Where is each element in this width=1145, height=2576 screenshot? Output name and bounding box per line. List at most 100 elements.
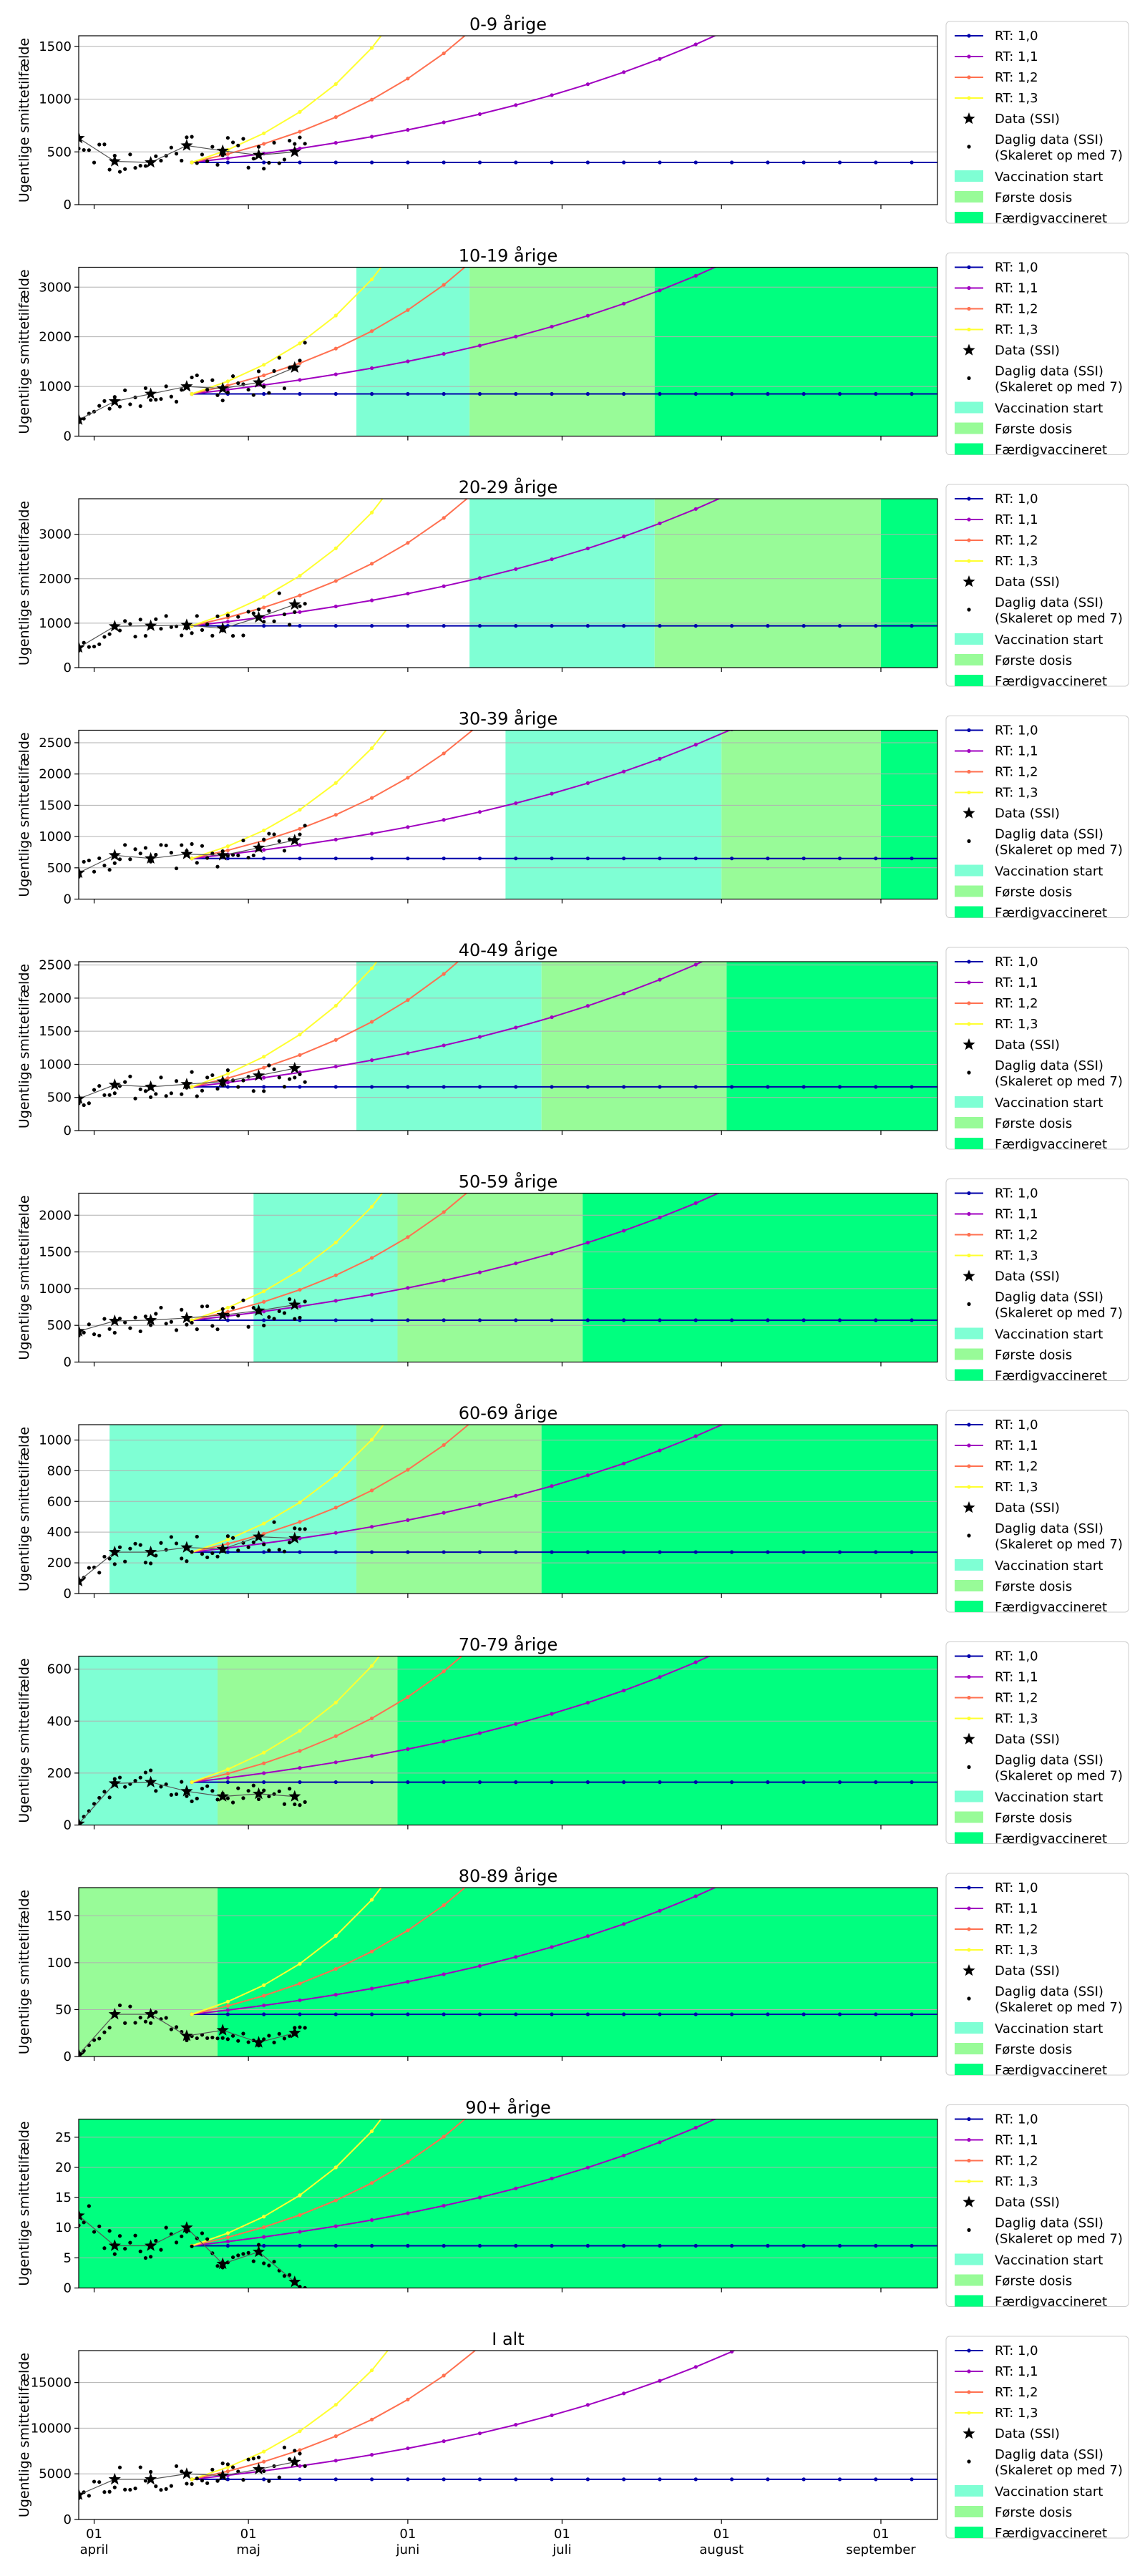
daily-point xyxy=(185,2038,189,2043)
daily-point xyxy=(241,633,245,638)
legend-frame xyxy=(945,1641,1129,1844)
rt-marker xyxy=(190,857,194,861)
legend-frame xyxy=(945,21,1129,224)
rt-marker xyxy=(369,2243,374,2248)
daily-point xyxy=(262,1089,266,1093)
daily-point xyxy=(241,1298,245,1302)
daily-point xyxy=(251,1783,255,1787)
daily-point xyxy=(159,1305,163,1310)
rt-line-11 xyxy=(191,267,717,395)
legend-label: Daglig data (SSI) xyxy=(995,2216,1103,2231)
legend-label: Første dosis xyxy=(995,1348,1072,1363)
daily-point xyxy=(87,1809,91,1813)
legend-label: Daglig data (SSI) xyxy=(995,595,1103,610)
weekly-data-star xyxy=(79,2488,85,2500)
daily-point xyxy=(236,381,240,386)
legend-label: RT: 1,3 xyxy=(995,1943,1038,1958)
daily-point xyxy=(246,855,250,860)
rt-marker xyxy=(802,1382,806,1386)
daily-point xyxy=(230,1305,235,1310)
rt-marker xyxy=(333,2459,338,2463)
legend-handle-patch xyxy=(955,443,983,455)
rt-marker xyxy=(729,1780,734,1785)
daily-point xyxy=(164,2487,168,2491)
rt-marker xyxy=(369,624,374,628)
daily-point xyxy=(107,2229,112,2233)
daily-point xyxy=(190,135,194,139)
rt-marker xyxy=(369,1898,374,1902)
legend-label: RT: 1,0 xyxy=(995,1649,1038,1664)
daily-point xyxy=(230,853,235,857)
daily-point xyxy=(262,1323,266,1328)
daily-point xyxy=(282,1085,287,1089)
rt-marker xyxy=(910,1085,914,1089)
weekly-data-star xyxy=(79,2209,85,2221)
legend-handle-marker xyxy=(967,1674,971,1679)
rt-marker xyxy=(262,1750,266,1755)
phase-band-0 xyxy=(505,730,722,899)
rt-marker xyxy=(658,57,662,61)
daily-point xyxy=(117,170,122,174)
rt-marker xyxy=(298,593,302,597)
rt-marker xyxy=(802,1085,806,1089)
y-tick-label: 0 xyxy=(64,1818,72,1833)
daily-point xyxy=(138,163,142,168)
rt-marker xyxy=(514,103,518,107)
rt-marker xyxy=(729,2351,734,2354)
legend-label: Første dosis xyxy=(995,2042,1072,2057)
legend-label: Færdigvaccineret xyxy=(995,443,1107,458)
weekly-data-star xyxy=(79,866,85,879)
rt-marker xyxy=(225,848,230,852)
legend-handle-patch xyxy=(955,906,983,918)
legend-label: Færdigvaccineret xyxy=(995,2295,1107,2310)
daily-point xyxy=(236,615,240,619)
legend-handle-star xyxy=(963,575,975,587)
rt-marker xyxy=(298,1998,302,2003)
rt-marker xyxy=(369,2477,374,2482)
daily-point xyxy=(200,628,205,633)
rt-marker xyxy=(225,2469,230,2474)
rt-marker xyxy=(225,1071,230,1076)
rt-marker xyxy=(333,604,338,609)
weekly-data-star xyxy=(252,376,265,388)
weekly-data-star xyxy=(288,1531,301,1543)
plot-area xyxy=(79,464,937,653)
rt-marker xyxy=(586,169,590,172)
daily-point xyxy=(159,1785,163,1789)
legend-label: Vaccination start xyxy=(995,633,1103,648)
rt-marker xyxy=(225,844,230,849)
rt-marker xyxy=(369,1256,374,1260)
legend-handle-patch xyxy=(955,212,983,223)
rt-marker xyxy=(406,464,409,468)
rt-marker xyxy=(585,1700,590,1705)
rt-marker xyxy=(622,769,626,774)
rt-line-13 xyxy=(191,2351,389,2480)
daily-point xyxy=(159,627,163,631)
daily-point xyxy=(87,2204,91,2208)
legend-frame xyxy=(945,484,1129,687)
daily-point xyxy=(282,1311,287,1315)
rt-marker xyxy=(837,1318,842,1322)
rt-marker xyxy=(730,125,734,129)
daily-point xyxy=(123,388,127,393)
daily-point xyxy=(97,1795,102,1800)
rt-marker xyxy=(514,567,518,571)
weekly-data-star xyxy=(180,380,193,392)
rt-marker xyxy=(225,1999,230,2004)
daily-point xyxy=(87,1566,91,1570)
rt-marker xyxy=(766,2012,770,2016)
rt-marker xyxy=(262,2449,266,2454)
legend-label: Vaccination start xyxy=(995,1790,1103,1805)
y-tick-label: 1000 xyxy=(39,616,72,631)
weekly-data-star xyxy=(79,1817,85,1825)
rt-line-12 xyxy=(191,499,469,627)
legend-handle-marker xyxy=(967,1464,971,1468)
rt-marker xyxy=(802,160,806,165)
legend-label: Første dosis xyxy=(995,1579,1072,1594)
daily-point xyxy=(288,2034,292,2038)
daily-point xyxy=(210,2467,215,2472)
rt-marker xyxy=(333,1967,338,1971)
daily-point xyxy=(133,165,137,170)
rt-marker xyxy=(406,1518,410,1522)
legend-handle-marker xyxy=(967,2137,971,2142)
